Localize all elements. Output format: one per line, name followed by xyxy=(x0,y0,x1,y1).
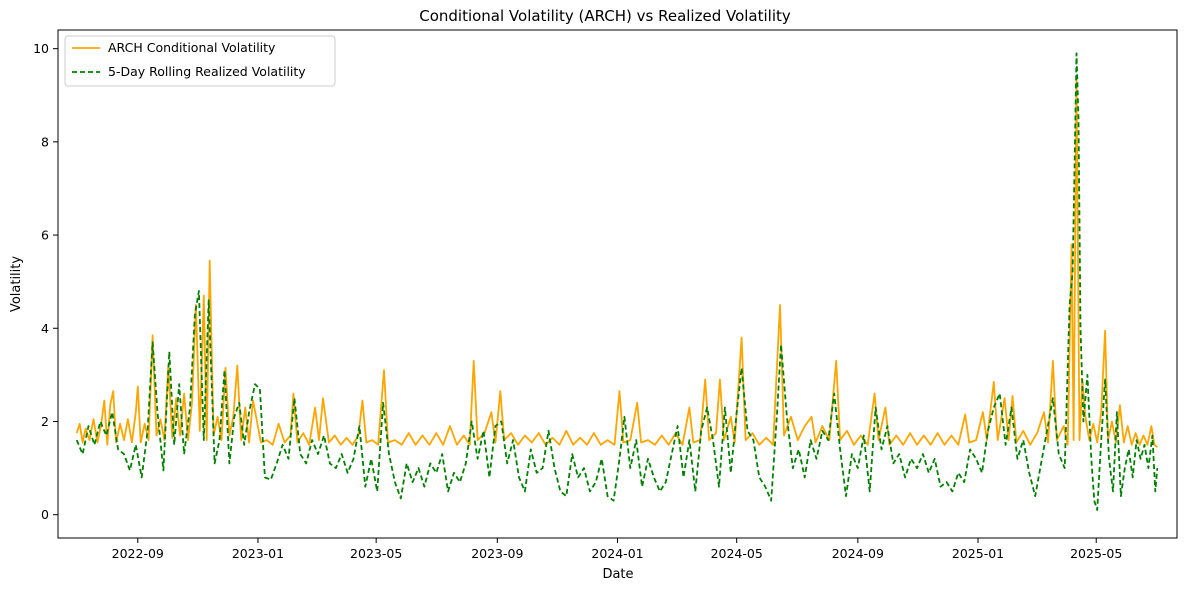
y-tick-label: 6 xyxy=(41,228,49,243)
y-tick-label: 2 xyxy=(41,414,49,429)
legend-label-realized: 5-Day Rolling Realized Volatility xyxy=(108,64,306,79)
legend-label-arch: ARCH Conditional Volatility xyxy=(108,40,276,55)
x-tick-label: 2023-01 xyxy=(232,546,284,561)
plot-frame xyxy=(57,29,1178,539)
series-line-realized xyxy=(75,52,1159,511)
x-tick-label: 2025-05 xyxy=(1070,546,1122,561)
y-tick-label: 10 xyxy=(33,41,49,56)
legend: ARCH Conditional Volatility 5-Day Rollin… xyxy=(64,35,336,87)
legend-box xyxy=(64,35,336,87)
y-tick-label: 8 xyxy=(41,134,49,149)
x-axis-label: Date xyxy=(602,567,633,582)
x-tick-label: 2024-05 xyxy=(711,546,763,561)
chart-title: Conditional Volatility (ARCH) vs Realize… xyxy=(419,7,791,25)
y-tick-label: 4 xyxy=(41,321,49,336)
y-tick-label: 0 xyxy=(41,507,49,522)
series-layer xyxy=(75,52,1159,511)
series-line-arch xyxy=(75,78,1158,448)
x-tick-label: 2023-09 xyxy=(471,546,523,561)
y-axis: 0 2 4 6 8 10 xyxy=(33,41,58,522)
y-axis-label: Volatility xyxy=(9,256,24,312)
x-tick-label: 2022-09 xyxy=(112,546,164,561)
x-axis: 2022-09 2023-01 2023-05 2023-09 2024-01 2024-… xyxy=(112,538,1122,561)
plot-area xyxy=(57,29,1178,539)
x-tick-label: 2024-09 xyxy=(832,546,884,561)
x-tick-label: 2024-01 xyxy=(591,546,643,561)
x-tick-label: 2023-05 xyxy=(350,546,402,561)
x-tick-label: 2025-01 xyxy=(952,546,1004,561)
